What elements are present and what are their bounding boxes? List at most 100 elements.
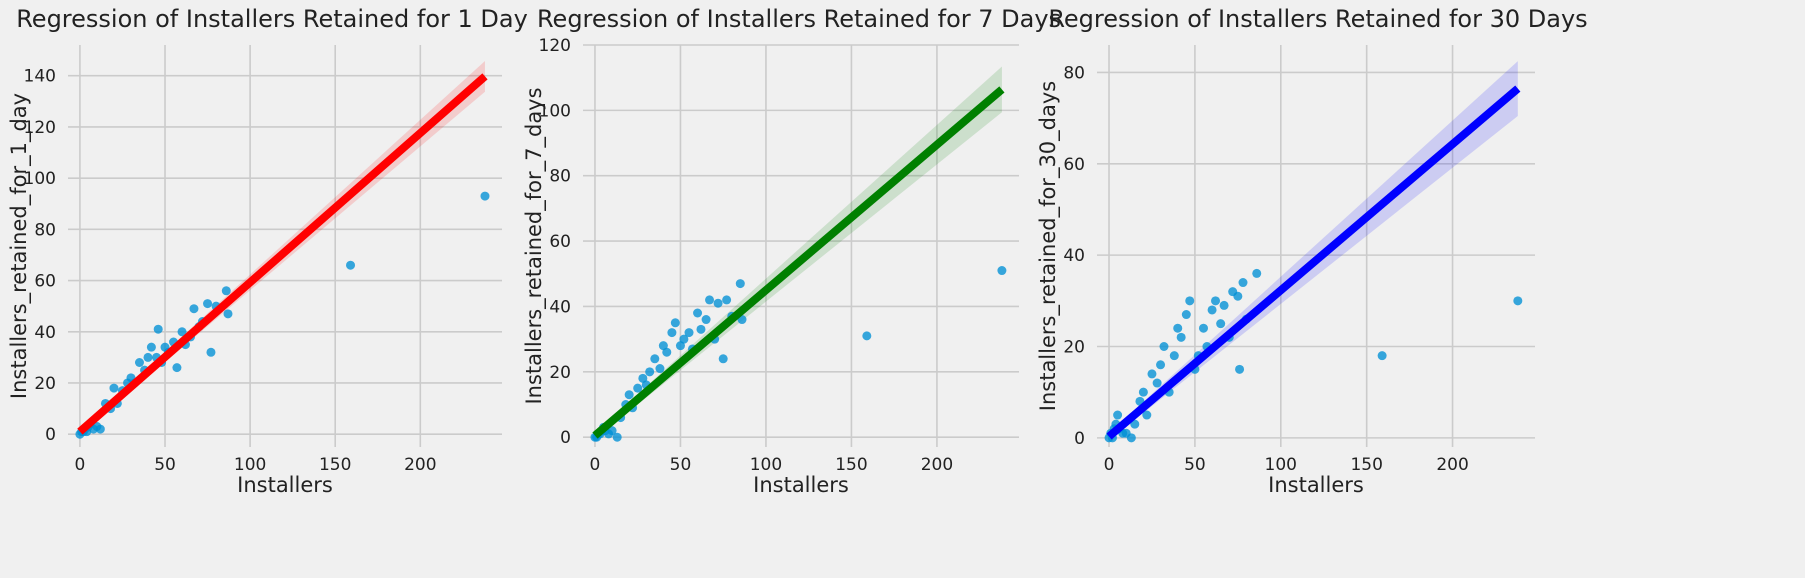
y-tick-label: 80 xyxy=(34,220,56,240)
scatter-point xyxy=(1142,410,1152,420)
scatter-point xyxy=(1176,332,1186,342)
y-tick-label: 20 xyxy=(34,374,56,394)
scatter-point xyxy=(662,347,672,357)
scatter-point xyxy=(203,299,213,309)
chart-title: Regression of Installers Retained for 30… xyxy=(1048,5,1587,33)
x-axis-label: Installers xyxy=(1268,473,1364,497)
scatter-point xyxy=(1130,419,1140,429)
x-tick-label: 50 xyxy=(154,455,176,475)
x-tick-label: 200 xyxy=(404,455,436,475)
scatter-point xyxy=(206,347,216,357)
scatter-point xyxy=(633,383,643,393)
x-tick-label: 0 xyxy=(1104,455,1115,475)
x-tick-label: 0 xyxy=(590,455,601,475)
scatter-point xyxy=(693,308,703,318)
scatter-point xyxy=(1113,410,1123,420)
scatter-point xyxy=(1138,387,1148,397)
y-tick-label: 60 xyxy=(34,272,56,292)
x-tick-label: 100 xyxy=(234,455,266,475)
scatter-point xyxy=(153,324,163,334)
y-tick-label: 80 xyxy=(549,167,571,187)
chart-panel-1: 0 50 100 150 200 0 20 40 60 80 100 120 140 Regression… xyxy=(7,5,528,497)
scatter-point xyxy=(172,363,182,373)
scatter-point xyxy=(997,266,1007,276)
scatter-point xyxy=(177,327,187,337)
scatter-point xyxy=(1513,296,1523,306)
y-tick-label: 60 xyxy=(1063,155,1085,175)
chart-panel-2: 0 50 100 150 200 0 20 40 60 80 100 120 Regression of… xyxy=(522,5,1061,497)
regression-line xyxy=(1106,85,1521,440)
scatter-point xyxy=(1181,310,1191,320)
x-tick-label: 50 xyxy=(670,455,692,475)
chart-panels: 0 50 100 150 200020406080100120140Regression… xyxy=(7,5,1588,497)
scatter-point xyxy=(143,352,153,362)
scatter-point xyxy=(1377,351,1387,361)
scatter-point xyxy=(722,295,732,305)
scatter-point xyxy=(735,279,745,289)
x-tick-label: 150 xyxy=(319,455,351,475)
scatter-point xyxy=(1252,268,1262,278)
scatter-point xyxy=(705,295,715,305)
scatter-point xyxy=(1126,433,1136,443)
scatter-point xyxy=(1235,364,1245,374)
scatter-point xyxy=(146,342,156,352)
scatter-point xyxy=(480,191,490,201)
scatter-point xyxy=(684,328,694,338)
scatter-point xyxy=(1207,305,1217,315)
scatter-point xyxy=(624,390,634,400)
scatter-point xyxy=(223,309,233,319)
chart-title: Regression of Installers Retained for 1 … xyxy=(16,5,528,33)
y-tick-label: 0 xyxy=(1074,429,1085,449)
scatter-point xyxy=(1173,323,1183,333)
scatter-point xyxy=(221,286,231,296)
x-tick-label: 150 xyxy=(835,455,867,475)
x-tick-label: 100 xyxy=(750,455,782,475)
scatter-point xyxy=(1238,278,1248,288)
scatter-point xyxy=(109,383,119,393)
scatter-point xyxy=(1185,296,1195,306)
x-axis-label: Installers xyxy=(237,473,333,497)
y-tick-label: 0 xyxy=(45,425,56,445)
scatter-point xyxy=(713,298,723,308)
x-axis-label: Installers xyxy=(753,473,849,497)
y-tick-label: 120 xyxy=(539,36,571,56)
y-tick-label: 140 xyxy=(24,67,56,87)
scatter-point xyxy=(650,354,660,364)
scatter-point xyxy=(1216,319,1226,329)
scatter-point xyxy=(670,318,680,328)
scatter-point xyxy=(701,315,711,325)
scatter-point xyxy=(1211,296,1221,306)
scatter-point xyxy=(1233,291,1243,301)
y-axis-label: Installers_retained_for_7_days xyxy=(522,87,547,404)
y-tick-label: 100 xyxy=(24,169,56,189)
y-axis-label: Installers_retained_for_30_days xyxy=(1036,81,1061,411)
scatter-point xyxy=(645,367,655,377)
scatter-point xyxy=(95,424,105,434)
scatter-point xyxy=(718,354,728,364)
x-tick-label: 0 xyxy=(74,455,85,475)
scatter-point xyxy=(696,324,706,334)
y-tick-label: 40 xyxy=(34,323,56,343)
y-tick-label: 20 xyxy=(1063,338,1085,358)
scatter-point xyxy=(1147,369,1157,379)
chart-title: Regression of Installers Retained for 7 … xyxy=(537,5,1061,33)
scatter-point xyxy=(1156,360,1166,370)
chart-panel-3: 0 50 100 150 200 0 20 40 60 80 Regression of Insta… xyxy=(1036,5,1588,497)
scatter-point xyxy=(862,331,872,341)
scatter-point xyxy=(607,426,617,436)
y-tick-label: 60 xyxy=(549,232,571,252)
scatter-point xyxy=(1198,323,1208,333)
y-tick-label: 120 xyxy=(24,118,56,138)
scatter-point xyxy=(1159,342,1169,351)
x-tick-label: 50 xyxy=(1184,455,1206,475)
scatter-point xyxy=(612,432,622,442)
regression-line xyxy=(77,73,488,435)
y-tick-label: 40 xyxy=(549,297,571,317)
scatter-point xyxy=(134,358,144,368)
scatter-point xyxy=(1169,351,1179,361)
x-tick-label: 200 xyxy=(921,455,953,475)
y-tick-label: 0 xyxy=(560,428,571,448)
scatter-point xyxy=(189,304,199,314)
x-tick-label: 200 xyxy=(1436,455,1468,475)
